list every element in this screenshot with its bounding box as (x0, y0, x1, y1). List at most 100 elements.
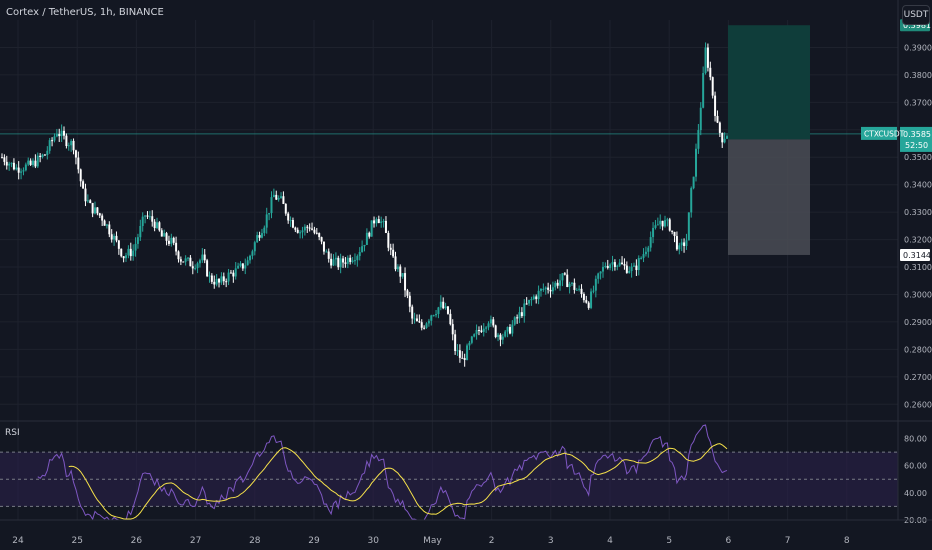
candle (96, 207, 99, 216)
candle (726, 134, 728, 139)
candle-body (411, 306, 414, 319)
candle-body (89, 200, 92, 204)
candle-body (127, 248, 130, 256)
price-tick-label: 0.3400 (904, 181, 932, 190)
candle-body (721, 132, 724, 143)
candle-body (477, 330, 480, 332)
candle (58, 128, 61, 142)
candle (194, 264, 197, 271)
candle (535, 294, 538, 304)
candle-body (222, 276, 225, 282)
candle (511, 320, 514, 337)
candle (313, 226, 316, 235)
currency-button[interactable]: USDT (902, 5, 930, 25)
time-tick-label: 6 (726, 536, 732, 546)
candle-body (105, 224, 108, 226)
candle (289, 216, 292, 227)
candle-body (34, 160, 37, 167)
candle-body (442, 301, 445, 309)
candle-body (580, 288, 583, 295)
candle (463, 353, 466, 367)
candle (110, 229, 113, 243)
candle-body (544, 287, 547, 289)
candle-body (504, 331, 507, 337)
candle (24, 162, 27, 172)
candle (570, 282, 573, 287)
candle (425, 322, 428, 329)
candle (308, 223, 311, 232)
candle-body (616, 265, 619, 267)
candle (621, 256, 624, 265)
candle-body (101, 215, 104, 221)
candle-body (394, 256, 397, 270)
candle-body (659, 220, 662, 225)
candle-body (260, 233, 263, 238)
candle-body (337, 257, 340, 268)
candle (439, 295, 442, 311)
candle (408, 291, 411, 313)
candle-body (654, 225, 657, 228)
candle (432, 314, 435, 317)
candle-body (91, 203, 94, 214)
candle-body (182, 261, 185, 263)
candle-body (353, 260, 356, 262)
candle (520, 307, 523, 318)
candle-body (463, 358, 466, 360)
candle (318, 232, 321, 241)
candle (547, 282, 550, 294)
candle-body (315, 232, 318, 234)
candle (36, 152, 39, 169)
time-axis[interactable]: 24 25 26 27 28 29 30 May 2 3 4 5 6 7 8 (0, 519, 932, 546)
candle-body (39, 155, 42, 158)
candle (251, 249, 254, 260)
candle-body (694, 148, 697, 177)
candle (344, 257, 347, 268)
candle (477, 326, 480, 336)
candle-body (58, 134, 61, 137)
candle (413, 312, 416, 324)
candle-body (55, 134, 58, 137)
candle-body (20, 171, 23, 173)
candle-body (618, 262, 621, 266)
candle-body (401, 273, 404, 277)
candle-body (592, 290, 595, 292)
candle (189, 255, 192, 267)
candle (613, 259, 616, 271)
candle (175, 236, 178, 256)
candle (334, 252, 337, 266)
candle (406, 288, 409, 299)
candle-body (322, 241, 325, 252)
candle-body (15, 167, 18, 170)
candle-body (485, 327, 488, 329)
candle-body (525, 303, 528, 305)
candle-body (473, 334, 476, 337)
candle (675, 231, 678, 251)
candle (220, 272, 223, 285)
candle-body (218, 278, 221, 283)
position-zones[interactable] (728, 25, 810, 255)
candle (17, 161, 20, 180)
candle (210, 273, 213, 285)
candle-body (268, 213, 271, 215)
candle-body (48, 140, 51, 151)
candle-body (303, 226, 306, 231)
candle-body (175, 242, 178, 252)
rsi-indicator-label[interactable]: RSI (5, 428, 20, 438)
candle-countdown: 52:50 (905, 141, 928, 150)
candle (475, 324, 478, 340)
candle (666, 217, 669, 227)
target-zone[interactable] (728, 25, 810, 140)
candle (401, 273, 404, 279)
candle (301, 226, 304, 239)
candle-body (642, 254, 645, 258)
candle-body (427, 320, 430, 324)
candle (10, 162, 13, 168)
stop-zone[interactable] (728, 139, 810, 255)
candle-body (597, 273, 600, 279)
candle (15, 164, 18, 171)
candle-body (418, 321, 421, 323)
candle-body (36, 155, 39, 167)
candle (358, 247, 361, 261)
